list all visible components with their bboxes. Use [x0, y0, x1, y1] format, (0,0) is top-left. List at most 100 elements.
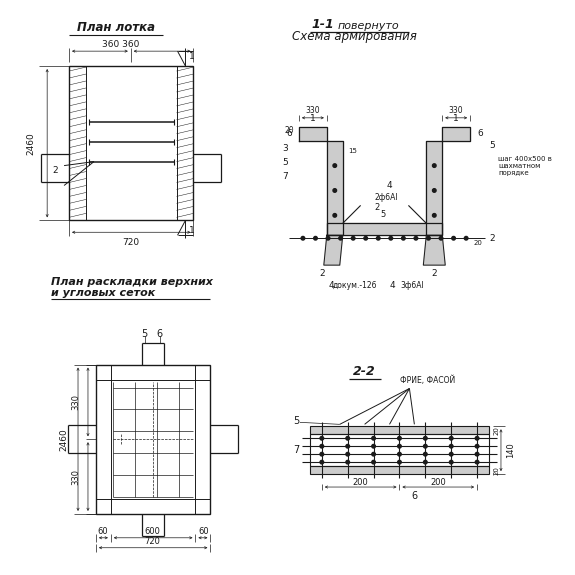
Circle shape — [320, 461, 324, 464]
Text: 20: 20 — [284, 126, 294, 135]
Bar — [69, 66, 193, 220]
Text: 600: 600 — [145, 527, 160, 536]
Text: 720: 720 — [145, 537, 160, 546]
Circle shape — [333, 164, 336, 167]
Circle shape — [465, 236, 468, 240]
Text: 2ф6АI: 2ф6АI — [375, 193, 398, 202]
Polygon shape — [327, 141, 343, 235]
Text: 5: 5 — [489, 141, 495, 150]
Bar — [96, 365, 210, 514]
Text: 360 360: 360 360 — [102, 40, 140, 49]
Circle shape — [414, 236, 417, 240]
Circle shape — [427, 236, 430, 240]
Circle shape — [346, 444, 350, 448]
Circle shape — [320, 436, 324, 440]
Text: Схема армирования: Схема армирования — [292, 30, 417, 43]
Text: 2: 2 — [319, 269, 325, 278]
Circle shape — [432, 213, 436, 217]
Circle shape — [389, 236, 393, 240]
Polygon shape — [324, 235, 343, 265]
Text: 15: 15 — [348, 148, 357, 154]
Text: 6: 6 — [156, 329, 163, 339]
Text: 2460: 2460 — [27, 132, 36, 155]
Text: 2-2: 2-2 — [353, 365, 376, 378]
Text: 5: 5 — [141, 329, 148, 339]
Circle shape — [432, 189, 436, 192]
Bar — [310, 426, 489, 434]
Text: 60: 60 — [98, 527, 108, 536]
Text: 6: 6 — [286, 129, 292, 138]
Circle shape — [450, 461, 453, 464]
Circle shape — [320, 453, 324, 456]
Bar — [310, 434, 489, 466]
Text: 20: 20 — [494, 426, 500, 435]
Circle shape — [377, 236, 380, 240]
Circle shape — [398, 436, 401, 440]
Circle shape — [476, 444, 479, 448]
Text: План раскладки верхних: План раскладки верхних — [51, 277, 213, 287]
Polygon shape — [426, 141, 442, 235]
Text: и угловых сеток: и угловых сеток — [51, 288, 155, 298]
Text: 7: 7 — [293, 445, 299, 455]
Circle shape — [326, 236, 330, 240]
Text: 4: 4 — [329, 281, 335, 289]
Circle shape — [398, 444, 401, 448]
Text: 7: 7 — [282, 172, 288, 181]
Circle shape — [450, 436, 453, 440]
Circle shape — [424, 444, 427, 448]
Text: 6: 6 — [477, 129, 483, 138]
Circle shape — [346, 461, 350, 464]
Text: 3: 3 — [282, 144, 288, 153]
Circle shape — [476, 453, 479, 456]
Text: 2460: 2460 — [60, 428, 68, 451]
Text: 330: 330 — [71, 394, 80, 411]
Circle shape — [333, 213, 336, 217]
Circle shape — [372, 444, 375, 448]
Circle shape — [432, 164, 436, 167]
Circle shape — [424, 436, 427, 440]
Text: шаг 400х500 в
шахматном
порядке: шаг 400х500 в шахматном порядке — [498, 156, 552, 175]
Text: 6: 6 — [411, 491, 417, 501]
Circle shape — [346, 436, 350, 440]
Text: 2: 2 — [431, 269, 437, 278]
Circle shape — [476, 436, 479, 440]
Text: 140: 140 — [507, 442, 515, 458]
Text: 4: 4 — [390, 281, 395, 289]
Text: ФРИЕ, ФАСОЙ: ФРИЕ, ФАСОЙ — [400, 376, 455, 385]
Text: 200: 200 — [431, 478, 446, 486]
Text: 5: 5 — [380, 210, 385, 219]
Circle shape — [452, 236, 455, 240]
Circle shape — [339, 236, 342, 240]
Circle shape — [401, 236, 405, 240]
Circle shape — [372, 453, 375, 456]
Text: 720: 720 — [122, 237, 139, 247]
Text: 20: 20 — [474, 240, 482, 246]
Circle shape — [314, 236, 317, 240]
Text: 1-1: 1-1 — [312, 18, 335, 31]
Circle shape — [450, 444, 453, 448]
Text: 20: 20 — [494, 466, 500, 474]
Text: 3ф6АI: 3ф6АI — [401, 281, 424, 289]
Text: повернуто: повернуто — [338, 21, 400, 31]
Text: 330: 330 — [449, 106, 463, 116]
Circle shape — [398, 453, 401, 456]
Circle shape — [424, 461, 427, 464]
Circle shape — [333, 189, 336, 192]
Circle shape — [301, 236, 305, 240]
Text: 1: 1 — [189, 226, 194, 235]
Text: 4: 4 — [387, 181, 392, 190]
Text: 60: 60 — [198, 527, 209, 536]
Text: 2: 2 — [374, 203, 379, 212]
Text: 200: 200 — [353, 478, 369, 486]
Circle shape — [424, 453, 427, 456]
Circle shape — [364, 236, 367, 240]
Text: 2: 2 — [489, 234, 495, 243]
Text: 5: 5 — [282, 158, 288, 167]
Polygon shape — [442, 126, 470, 141]
Circle shape — [398, 461, 401, 464]
Text: докум.-126: докум.-126 — [332, 281, 377, 289]
Circle shape — [450, 453, 453, 456]
Circle shape — [372, 461, 375, 464]
Polygon shape — [423, 235, 445, 265]
Polygon shape — [327, 223, 442, 235]
